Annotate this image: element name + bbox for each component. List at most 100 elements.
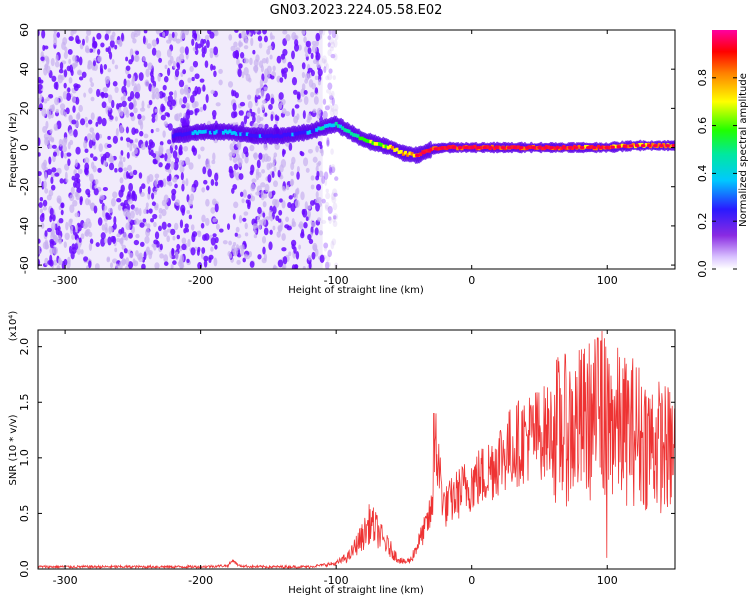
noise-dot xyxy=(143,30,148,34)
noise-dot xyxy=(302,110,306,120)
signal-core xyxy=(306,131,310,135)
noise-dot xyxy=(164,164,170,170)
noise-dot xyxy=(123,91,126,101)
colorbar xyxy=(712,30,737,269)
signal-core xyxy=(564,146,568,151)
noise-dot xyxy=(277,259,284,268)
spectrogram-ytick-label: -20 xyxy=(18,178,31,196)
noise-dot xyxy=(79,196,84,203)
noise-dot xyxy=(115,263,120,269)
noise-dot xyxy=(74,159,78,168)
noise-dot xyxy=(280,53,286,60)
noise-dot xyxy=(328,92,333,99)
noise-dot xyxy=(63,258,68,266)
noise-dot xyxy=(143,133,149,139)
noise-dot xyxy=(254,30,259,33)
noise-dot xyxy=(301,30,306,35)
noise-dot xyxy=(317,79,321,86)
noise-dot xyxy=(134,91,140,99)
signal-core xyxy=(362,137,366,142)
noise-dot xyxy=(124,265,130,269)
noise-dot xyxy=(72,55,77,62)
noise-dot xyxy=(67,48,73,55)
spectrogram-ytick-label: 60 xyxy=(18,23,31,37)
noise-dot xyxy=(208,254,214,260)
signal-core xyxy=(176,132,180,137)
noise-dot xyxy=(70,251,75,260)
noise-dot xyxy=(74,60,79,67)
noise-dot xyxy=(243,67,249,76)
noise-dot xyxy=(142,56,146,62)
signal-core xyxy=(193,130,197,134)
noise-dot xyxy=(107,207,113,213)
noise-dot xyxy=(279,198,283,203)
noise-dot xyxy=(310,184,315,190)
noise-dot xyxy=(69,204,75,214)
noise-dot xyxy=(88,139,93,149)
noise-dot xyxy=(167,223,172,228)
noise-dot xyxy=(228,240,233,246)
noise-dot xyxy=(102,209,106,218)
signal-core xyxy=(273,134,277,138)
noise-dot xyxy=(316,170,320,178)
noise-dot xyxy=(161,199,166,207)
spectrogram-ytick-label: 40 xyxy=(18,62,31,76)
noise-dot xyxy=(188,162,194,170)
noise-dot xyxy=(122,156,126,163)
noise-dot xyxy=(231,148,236,157)
signal-core xyxy=(356,134,360,138)
noise-dot xyxy=(150,128,154,134)
signal-core xyxy=(241,132,245,137)
noise-dot xyxy=(307,254,312,261)
noise-dot xyxy=(226,223,231,230)
noise-dot xyxy=(110,197,116,207)
noise-dot xyxy=(153,239,159,245)
noise-dot xyxy=(151,85,156,94)
noise-dot xyxy=(307,148,313,154)
noise-dot xyxy=(120,227,125,234)
noise-dot xyxy=(53,37,58,46)
noise-dot xyxy=(106,143,112,149)
noise-dot xyxy=(132,258,136,266)
noise-dot xyxy=(234,232,238,237)
noise-dot xyxy=(312,108,317,114)
noise-dot xyxy=(331,97,335,106)
snr-series-line xyxy=(38,330,675,569)
signal-core xyxy=(503,146,507,151)
noise-dot xyxy=(324,261,330,269)
colorbar-tick-label: 0.0 xyxy=(696,260,709,278)
noise-dot xyxy=(230,45,236,52)
noise-dot xyxy=(185,88,191,95)
noise-dot xyxy=(253,229,257,234)
noise-dot xyxy=(173,222,179,231)
noise-dot xyxy=(88,87,93,94)
noise-dot xyxy=(234,30,239,33)
noise-dot xyxy=(312,242,318,252)
signal-peak xyxy=(646,143,652,148)
noise-dot xyxy=(103,63,108,70)
noise-dot xyxy=(167,123,173,131)
noise-dot xyxy=(68,36,74,42)
noise-dot xyxy=(166,153,172,159)
noise-dot xyxy=(218,79,223,86)
noise-dot xyxy=(214,203,219,213)
noise-dot xyxy=(154,108,158,113)
noise-dot xyxy=(228,252,233,259)
noise-dot xyxy=(145,202,149,208)
noise-dot xyxy=(116,197,122,203)
noise-dot xyxy=(139,130,144,137)
noise-dot xyxy=(288,251,292,257)
noise-dot xyxy=(264,123,269,129)
noise-dot xyxy=(74,212,80,218)
noise-dot xyxy=(90,161,95,170)
spectrogram-xtick-label: -100 xyxy=(324,274,349,287)
noise-dot xyxy=(68,76,73,84)
noise-dot xyxy=(233,41,238,48)
signal-core xyxy=(213,131,217,135)
spectrogram-axes: -300 -200 -100 0 100 60 40 20 0 -20 -40 -60 xyxy=(18,23,675,287)
noise-dot xyxy=(104,151,111,159)
noise-dot xyxy=(129,139,134,144)
noise-dot xyxy=(273,166,277,172)
signal-core xyxy=(620,143,624,148)
noise-dot xyxy=(255,171,260,181)
